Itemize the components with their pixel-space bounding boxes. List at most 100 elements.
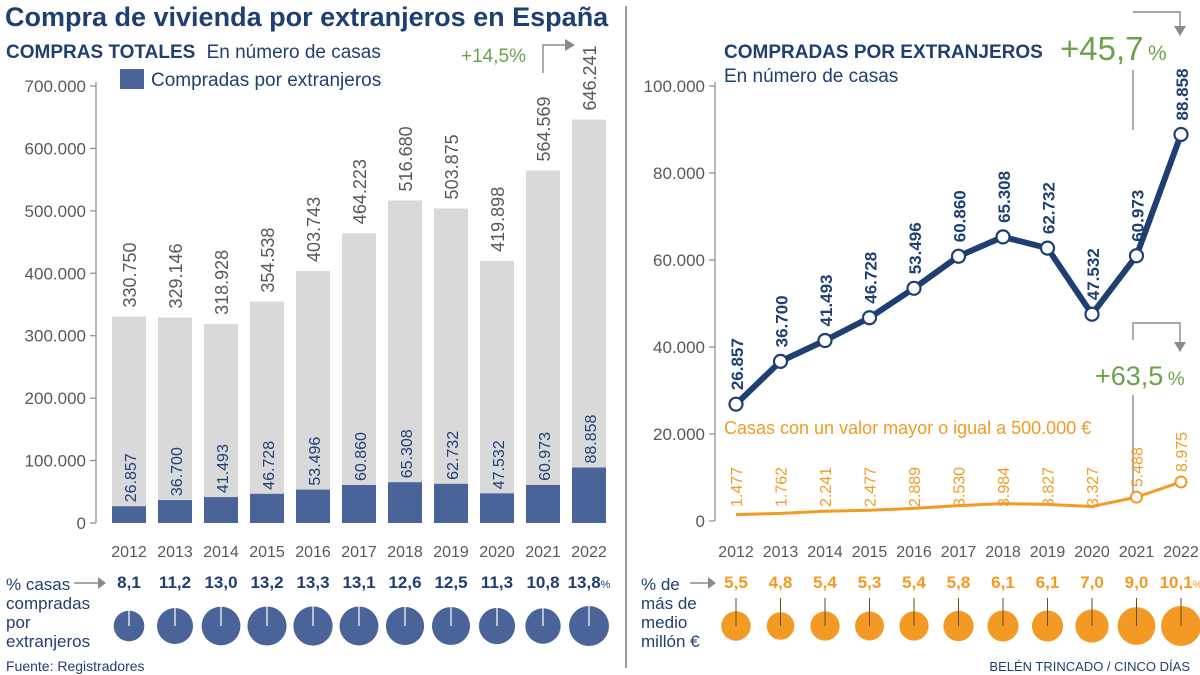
legend-label-foreign: Compradas por extranjeros [151,70,381,91]
right-growth-main-bracket [1133,11,1181,26]
bar-foreign-label: 26.857 [123,453,140,502]
bar-foreign-label: 60.860 [353,432,370,481]
line-foreign-point [995,229,1011,245]
bar-foreign-label: 46.728 [261,441,278,490]
left-y-tick-label: 600.000 [25,139,86,158]
bar-total [158,317,192,523]
left-y-tick-label: 700.000 [25,77,86,96]
bar-total-label: 318.928 [212,250,232,315]
left-pct-label-line-4: extranjeros [6,632,90,651]
right-y-tick-label: 0 [696,512,705,531]
left-pct-label: % casas compradas por extranjeros [6,575,95,651]
right-subtitle-bold: COMPRADAS POR EXTRANJEROS [724,42,1043,63]
line-foreign-point [772,353,789,369]
right-growth-main-number: +45,7 [1060,30,1144,67]
right-growth-secondary-pct: % [1168,369,1185,390]
right-x-tick-label: 2013 [763,544,799,561]
right-x-tick-label: 2012 [718,544,754,561]
left-subtitle-rest: En número de casas [207,42,381,63]
bar-total-label: 464.223 [350,159,370,224]
bar-total-label: 329.146 [166,243,186,308]
right-x-tick-label: 2020 [1074,544,1110,561]
left-x-tick-label: 2022 [571,544,607,561]
left-pct-label-line-3: por [6,613,31,632]
line-foreign-point [1128,248,1145,264]
source-note: Fuente: Registradores [6,658,145,674]
left-y-tick-label: 300.000 [25,327,86,346]
line-orange-label: 3.984 [996,467,1013,507]
right-x-tick-label: 2017 [941,544,977,561]
line-foreign-label: 26.857 [728,338,747,390]
right-pct-value: 10,1% [1160,573,1200,592]
line-orange-label: 8.975 [1174,432,1191,472]
line-foreign-point [1173,126,1189,143]
left-x-tick-label: 2020 [479,544,515,561]
left-y-tick-label: 200.000 [25,389,86,408]
line-foreign-label: 60.860 [951,190,970,242]
right-x-tick-label: 2019 [1030,544,1066,561]
bar-total [434,208,468,523]
bar-total-label: 646.241 [580,45,600,110]
left-x-tick-label: 2015 [249,544,285,561]
left-bars: 330.750 26.857 329.146 36.700 318.928 41.493 3… [112,45,606,524]
right-y-tick-label: 20.000 [653,425,705,444]
line-orange-point [1130,490,1143,504]
left-pct-value: 13,2 [250,573,283,592]
line-foreign-point [728,396,744,412]
bar-total-label: 564.569 [534,96,554,161]
left-y-tick-label: 400.000 [25,264,86,283]
right-lines: 26.857 36.700 41.493 46.728 53.496 60.860 65.3… [728,68,1192,517]
right-subtitle-rest: En número de casas [724,66,898,87]
left-growth-label: +14,5% [461,46,526,67]
right-pct-label-line-3: medio [641,613,687,632]
right-pct-suffix: % [1193,579,1200,591]
bar-foreign-label: 41.493 [215,444,232,493]
bar-total-label: 516.680 [396,126,416,191]
right-x-axis: 2012 2013 2014 2015 2016 2017 2018 2019 2020 2021… [718,544,1199,561]
bar-total [112,316,146,523]
left-pct-arrow-icon [98,577,106,589]
right-x-tick-label: 2021 [1119,544,1155,561]
bar-total [480,260,514,523]
right-pct-arrow-icon [708,577,716,589]
right-pct-value: 5,8 [947,573,971,592]
bar-total-label: 330.750 [120,242,140,307]
bar-foreign-label: 88.858 [583,414,600,463]
left-x-tick-label: 2014 [203,544,239,561]
right-y-axis: 0 20.000 40.000 60.000 80.000 100.000 [644,77,716,531]
right-pct-value: 9,0 [1125,573,1149,592]
right-pct-value: 6,1 [991,573,1015,592]
line-foreign-label: 41.493 [817,275,836,327]
bar-total-label: 503.875 [442,134,462,199]
credit-note: BELÉN TRINCADO / CINCO DÍAS [989,659,1190,674]
left-pct-value: 13,3 [296,573,329,592]
left-pct-value: 11,3 [481,573,513,592]
line-orange-label: 1.762 [774,467,791,507]
line-foreign-point [906,280,922,296]
bar-foreign [526,484,560,523]
right-growth-secondary-bracket [1132,322,1181,342]
bar-total [572,119,606,523]
bar-foreign [296,489,330,523]
bar-foreign [572,467,606,523]
right-growth-main-arrow-icon [1174,26,1186,36]
line-orange-label: 5.488 [1130,447,1147,487]
page-title: Compra de vivienda por extranjeros en Es… [5,2,609,32]
bar-foreign-label: 47.532 [491,440,508,489]
bar-total [296,270,330,523]
left-subtitle: COMPRAS TOTALES En número de casas [6,42,381,63]
left-x-tick-label: 2012 [111,544,147,561]
bar-foreign-label: 65.308 [399,429,416,478]
left-y-tick-label: 100.000 [25,452,86,471]
left-x-tick-label: 2018 [387,544,423,561]
line-orange-point [1174,475,1188,489]
right-pct-value: 5,3 [858,573,882,592]
left-pct-value: 12,6 [388,573,421,592]
legend-swatch-foreign [120,69,144,89]
right-pct-label: % de más de medio millón € [641,575,701,651]
bar-foreign [388,482,422,523]
left-pct-row: 8,1 11,2 13,0 13,2 13,3 13,1 12,6 12,5 11,3 10,8 1… [113,573,611,646]
right-growth-main: +45,7 % [1060,30,1167,67]
left-growth-arrow-icon [565,39,575,51]
